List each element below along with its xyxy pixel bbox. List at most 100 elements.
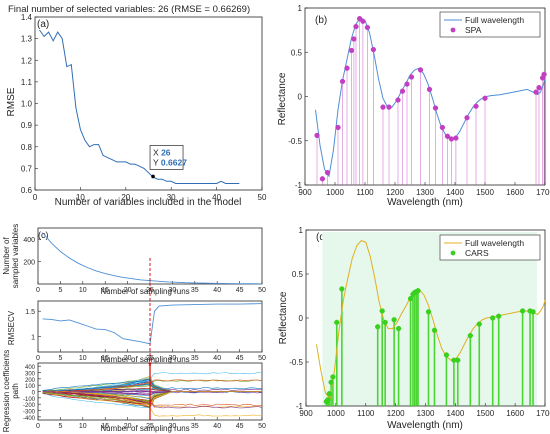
panel-b-legend-marker-swatch bbox=[450, 27, 456, 33]
panel-b-selected-marker bbox=[464, 115, 470, 121]
panel-b-y-tick-label: 0 bbox=[298, 93, 303, 102]
panel-d-selected-marker bbox=[391, 317, 397, 323]
panel-c-bottom-y-tick-label: 0 bbox=[32, 391, 36, 397]
panel-a-y-tick-label: 0.8 bbox=[21, 143, 33, 152]
panel-b-selected-marker bbox=[319, 176, 326, 182]
panel-c-middle-x-tick-label: 10 bbox=[79, 355, 87, 362]
panel-d-selected-marker bbox=[443, 352, 450, 358]
panel-a-y-tick-label: 1.3 bbox=[21, 35, 33, 44]
panel-b-selected-marker bbox=[404, 81, 410, 87]
panel-a-x-tick-label: 50 bbox=[258, 193, 267, 202]
panel-b-x-tick-label: 1400 bbox=[446, 188, 464, 197]
panel-b-y-tick-label: 1 bbox=[298, 4, 303, 13]
panel-d-y-tick-label: 1 bbox=[299, 226, 304, 235]
panel-b-selected-marker bbox=[364, 24, 371, 31]
panel-a-datatip-y: Y 0.6627 bbox=[153, 157, 187, 167]
panel-c-bottom-coefficient-path bbox=[42, 391, 262, 406]
panel-b-selected-marker bbox=[395, 97, 401, 103]
panel-d-cars-chart: (d) Wavelength (nm) Reflectance 900 1000 1… bbox=[278, 226, 550, 431]
panel-c-top-x-tick-label: 50 bbox=[258, 287, 266, 294]
panel-c-middle-x-tick-label: 30 bbox=[169, 355, 177, 362]
panel-c-bottom-coefficient-path bbox=[42, 390, 263, 394]
panel-d-x-tick-label: 1400 bbox=[446, 409, 464, 418]
panel-d-x-tick-label: 900 bbox=[299, 409, 313, 418]
panel-c-bottom-x-tick-label: 0 bbox=[36, 423, 40, 430]
panel-c-bottom-x-tick-label: 15 bbox=[101, 423, 109, 430]
panel-b-legend-box bbox=[439, 11, 541, 38]
panel-c-middle-line bbox=[42, 303, 263, 345]
y-axis-label-line: path bbox=[11, 383, 20, 399]
panel-a-datatip-box bbox=[149, 145, 184, 170]
panel-b-label: (b) bbox=[315, 15, 327, 26]
panel-d-legend-marker-swatch bbox=[450, 250, 456, 256]
panel-d-selected-marker bbox=[382, 319, 388, 326]
panel-b-x-tick-label: 1700 bbox=[536, 188, 550, 197]
panel-a-y-tick-label: 1.2 bbox=[21, 56, 33, 65]
panel-d-selected-marker bbox=[326, 391, 332, 397]
panel-d-selected-marker bbox=[339, 286, 345, 292]
panel-d-selected-marker bbox=[375, 324, 381, 330]
panel-b-selected-marker bbox=[541, 71, 547, 78]
panel-d-x-tick-label: 1200 bbox=[387, 409, 405, 418]
panel-b-selected-marker bbox=[417, 67, 424, 73]
panel-b-x-axis-label: Wavelength (nm) bbox=[387, 197, 463, 208]
panel-d-selected-marker bbox=[476, 321, 482, 327]
panel-b-x-tick-label: 1500 bbox=[476, 188, 494, 197]
panel-c-bottom-optimal-marker: * bbox=[148, 361, 152, 372]
panel-b-selected-marker bbox=[335, 124, 341, 131]
panel-d-legend-selected: CARS bbox=[465, 248, 489, 258]
panel-b-selected-marker bbox=[453, 135, 459, 141]
panel-b-x-tick-label: 900 bbox=[298, 188, 312, 197]
panel-a-x-tick-label: 20 bbox=[121, 193, 130, 202]
panel-d-x-tick-label: 1100 bbox=[357, 409, 375, 418]
panel-d-x-tick-label: 1600 bbox=[506, 409, 524, 418]
panel-c-bottom-x-tick-label: 40 bbox=[213, 423, 221, 430]
panel-d-legend-full-wavelength: Full wavelength bbox=[465, 238, 524, 248]
panel-d-selected-band bbox=[322, 232, 538, 406]
panel-b-y-tick-label: 0.5 bbox=[291, 48, 303, 57]
panel-c-bottom-x-tick-label: 50 bbox=[258, 423, 266, 430]
panel-d-selected-marker bbox=[395, 325, 402, 332]
panel-c-bottom-y-tick-label: 100 bbox=[25, 384, 36, 390]
y-axis-label-line: sampled variables bbox=[11, 224, 20, 288]
panel-a-y-tick-label: 1.1 bbox=[21, 78, 33, 87]
panel-c-top-x-tick-label: 10 bbox=[79, 287, 87, 294]
panel-c-middle-y-axis-label: RMSECV bbox=[7, 310, 16, 345]
panel-b-selected-marker bbox=[444, 133, 451, 139]
panel-b-full-wavelength-line bbox=[315, 17, 546, 178]
panel-d-x-axis-label: Wavelength (nm) bbox=[387, 420, 463, 431]
panel-b-selected-marker bbox=[408, 74, 415, 80]
panel-c-top-x-tick-label: 30 bbox=[169, 287, 177, 294]
panel-b-selected-marker bbox=[324, 169, 331, 176]
panel-c-top-x-tick-label: 40 bbox=[213, 287, 221, 294]
panel-a-x-axis-label: Number of variables included in the mode… bbox=[55, 197, 242, 208]
panel-d-y-tick-label: -0.5 bbox=[289, 358, 303, 367]
panel-a-y-tick-label: 0.9 bbox=[21, 121, 33, 130]
panel-b-x-tick-label: 1200 bbox=[386, 188, 404, 197]
panel-b-selected-marker bbox=[482, 95, 488, 101]
panel-b-selected-marker bbox=[448, 136, 455, 142]
panel-b-legend-full-wavelength: Full wavelength bbox=[465, 15, 524, 25]
panel-b-selected-marker bbox=[348, 47, 355, 54]
panel-c-middle-x-tick-label: 20 bbox=[124, 355, 132, 362]
panel-d-selected-marker bbox=[519, 308, 526, 314]
panel-d-selected-marker bbox=[490, 315, 496, 321]
panel-a-rmse-line bbox=[39, 29, 240, 184]
panel-a-datatip-y-value: 0.6627 bbox=[161, 157, 187, 167]
panel-b-selected-marker bbox=[380, 104, 386, 110]
panel-b-selected-marker bbox=[351, 36, 357, 42]
panel-c-bottom-x-tick-label: 35 bbox=[191, 423, 199, 430]
panel-a-title: Final number of selected variables: 26 (… bbox=[8, 4, 250, 15]
panel-b-selected-marker bbox=[533, 89, 539, 95]
panel-d-y-tick-label: 0 bbox=[299, 314, 304, 323]
panel-b-selected-marker bbox=[439, 124, 446, 131]
panel-a-x-tick-label: 30 bbox=[167, 193, 176, 202]
panel-d-selected-marker bbox=[530, 309, 536, 315]
panel-c-middle-x-tick-label: 15 bbox=[101, 355, 109, 362]
panel-b-x-tick-label: 1000 bbox=[326, 188, 344, 197]
panel-c-bottom-y-axis-label: Regression coefficientspath bbox=[2, 350, 20, 433]
panel-c-bottom-y-tick-label: -100 bbox=[23, 397, 36, 403]
panel-c-bottom-x-tick-label: 30 bbox=[169, 423, 177, 430]
panel-c-bottom-y-tick-label: -200 bbox=[23, 403, 36, 409]
panel-a-label: (a) bbox=[37, 19, 49, 30]
